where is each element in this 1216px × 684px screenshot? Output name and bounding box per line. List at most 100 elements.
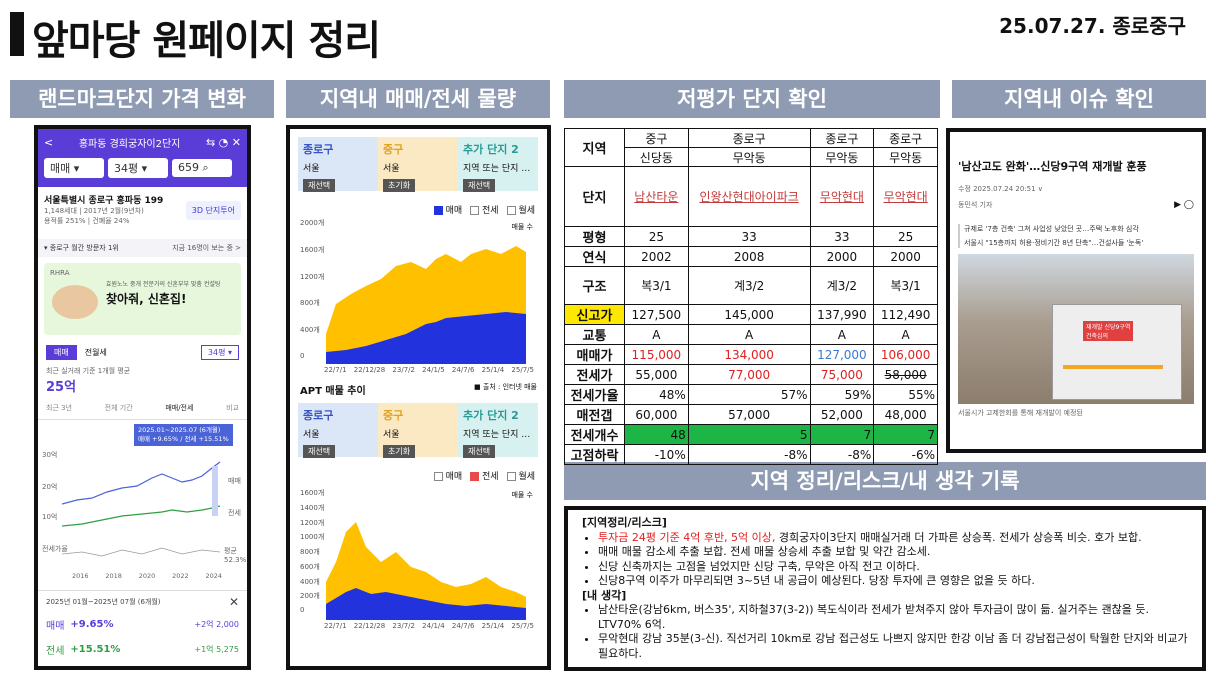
sale-2: 134,000: [687, 344, 811, 365]
danji-link-3[interactable]: 무악현대: [819, 190, 864, 204]
ratio-2: 57%: [687, 384, 811, 405]
price-chart: 2025.01~2025.07 (6개월) 매매 +9.65% / 전세 +15.…: [38, 420, 247, 590]
row-drop-label: 고점하락: [564, 444, 625, 465]
gap-4: 48,000: [873, 404, 938, 425]
cnt-4: 7: [873, 424, 938, 445]
cnt-2: 5: [687, 424, 811, 445]
news-bullet2: 서울시 "15층까지 허용·정비기간 8년 단축"…건설사들 '눈독': [964, 239, 1144, 247]
card-junggu[interactable]: 중구 서울 초기화: [378, 137, 458, 192]
area-jongno: [326, 312, 526, 364]
rent-label: 전세: [46, 646, 65, 657]
trade-filter[interactable]: 매매 ▾: [44, 158, 104, 178]
legend-ratio: 평균 52.3%: [224, 547, 247, 564]
notes-panel: [지역정리/리스크] 투자금 24평 기준 4억 후반, 5억 이상, 경희궁자…: [564, 506, 1206, 671]
report-1: 127,500: [624, 304, 689, 325]
news-headline: '남산고도 완화'…신당9구역 재개발 훈풍: [958, 160, 1147, 173]
recent-label: 최근 실거래 기준 1개월 평균: [46, 367, 131, 375]
note-muak: 무악현대 강남 35분(3-신). 직선거리 10km로 강남 접근성도 나쁘지…: [598, 632, 1188, 661]
note-namsan: 남산타운(강남6km, 버스35', 지하철37(3-2)) 복도식이라 전세가…: [598, 603, 1188, 632]
gu-3: 종로구: [809, 128, 875, 148]
complex-info: 1,148세대 | 2017년 2월(9년차): [44, 207, 144, 215]
listing-count[interactable]: 659 ⌕: [172, 159, 232, 177]
sale-label: 매매: [46, 621, 65, 632]
py-2: 33: [687, 226, 811, 247]
app-header: < 홍파동 경희궁자이2단지 ⇆ ◔ ✕ 매매 ▾ 34평 ▾ 659 ⌕: [38, 129, 247, 187]
card-extra-2[interactable]: 추가 단지 2 지역 또는 단지 … 재선택: [458, 403, 538, 458]
tab-trade[interactable]: 매매: [46, 345, 77, 360]
unit-label-bottom: 매물 수: [511, 491, 533, 499]
danji-link-2[interactable]: 인왕산현대아이파크: [699, 190, 799, 204]
type-4: 복3/1: [873, 266, 938, 305]
py-4: 25: [873, 226, 938, 247]
row-year-label: 연식: [564, 246, 625, 267]
drop-1: -10%: [624, 444, 689, 465]
close-icon[interactable]: ✕: [228, 595, 239, 609]
sale-amount: +2억 2,000: [194, 620, 239, 629]
traffic-4: A: [873, 324, 938, 345]
sale-pct: +9.65%: [70, 619, 114, 630]
share-bell-close-icons[interactable]: ⇆ ◔ ✕: [205, 136, 241, 149]
stacked-area-bottom: [326, 522, 526, 620]
section-undervalued: 저평가 단지 확인: [564, 80, 940, 118]
period-tab-all[interactable]: 전체 기간: [104, 404, 133, 412]
ad-brand: RHRA: [50, 269, 70, 277]
ad-banner[interactable]: RHRA 효원노노 중개 전문가의 신혼부부 맞춤 컨설팅 찾아줘, 신혼집!: [44, 263, 241, 335]
ad-line1: 효원노노 중개 전문가의 신혼부부 맞춤 컨설팅: [106, 281, 221, 288]
card-jongno[interactable]: 종로구 서울 재선택: [298, 137, 378, 192]
sale-3: 127,000: [809, 344, 875, 365]
news-panel: '남산고도 완화'…신당9구역 재개발 훈풍 수정 2025.07.24 20:…: [946, 128, 1206, 453]
legend-top: 매매 전세 월세: [290, 203, 535, 216]
legend-sale-checked: 매매: [433, 203, 462, 216]
traffic-3: A: [809, 324, 875, 345]
note-investment: 투자금 24평 기준 4억 후반, 5억 이상, 경희궁자이3단지 매매실거래 …: [598, 531, 1188, 546]
landmark-price-panel: < 홍파동 경희궁자이2단지 ⇆ ◔ ✕ 매매 ▾ 34평 ▾ 659 ⌕ 서울…: [34, 125, 251, 670]
period-tab-trade-rent[interactable]: 매매/전세: [165, 404, 194, 412]
danji-link-4[interactable]: 무악현대: [883, 190, 928, 204]
play-share-icons[interactable]: ▶ ◯: [1174, 200, 1194, 210]
unit-label-top: 매물 수: [511, 223, 533, 231]
rent-4: 58,000: [873, 364, 938, 385]
tab-rent[interactable]: 전월세: [84, 348, 107, 357]
title-accent-bar: [10, 12, 24, 56]
ratio-3: 59%: [809, 384, 875, 405]
period-tab-compare[interactable]: 비교: [226, 404, 239, 412]
row-sale-label: 매매가: [564, 344, 625, 365]
danji-link-1[interactable]: 남산타운: [634, 190, 679, 204]
undervalued-table: 지역 중구 종로구 종로구 종로구 신당동 무악동 무악동 무악동 단지 남산타운 인왕산현…: [564, 128, 938, 465]
year-4: 2000: [873, 246, 938, 267]
size-select[interactable]: 34평 ▾: [200, 345, 239, 360]
note-supply: 신당8구역 이주가 마무리되면 3~5년 내 공급이 예상된다. 당장 투자에 …: [598, 574, 1188, 589]
drop-3: -8%: [809, 444, 875, 465]
rent-pct: +15.51%: [70, 644, 121, 655]
card-jongno-2[interactable]: 종로구 서울 재선택: [298, 403, 378, 458]
note-listing-trend: 매매 매물 감소세 추출 보합. 전세 매물 상승세 추출 보합 및 약간 감소…: [598, 545, 1188, 560]
report-3: 137,990: [809, 304, 875, 325]
card-junggu-2[interactable]: 중구 서울 초기화: [378, 403, 458, 458]
size-filter[interactable]: 34평 ▾: [108, 158, 168, 178]
y-axis-bottom: 1600개 1400개 1200개 1000개 800개 600개 400개 200개 0: [300, 489, 325, 614]
card-extra[interactable]: 추가 단지 2 지역 또는 단지 … 재선택: [458, 137, 538, 192]
row-danji-label: 단지: [564, 166, 625, 227]
legend-bottom: 매매 전세 월세: [290, 469, 535, 482]
row-gap-label: 매전갭: [564, 404, 625, 425]
news-bullet1: 규제로 '7층 건축' 그쳐 사업성 낮았던 곳…주택 노후화 심각: [964, 225, 1139, 233]
period-tab-3y[interactable]: 최근 3년: [46, 404, 72, 412]
back-icon[interactable]: <: [44, 136, 54, 149]
rent-1: 55,000: [624, 364, 689, 385]
row-rent-label: 전세가: [564, 364, 625, 385]
legend-monthly: 월세: [506, 203, 535, 216]
legend-monthly-2: 월세: [506, 469, 535, 482]
gu-4: 종로구: [873, 128, 938, 148]
traffic-1: A: [624, 324, 689, 345]
x-axis-bottom: 22/7/1 22/12/28 23/7/2 24/1/4 24/7/6 25/1/4 25…: [324, 622, 534, 630]
row-report-label: 신고가: [564, 304, 625, 325]
rent-3: 75,000: [809, 364, 875, 385]
viewers-link[interactable]: 지금 16명이 보는 중 >: [172, 244, 241, 252]
gu-2: 종로구: [687, 128, 811, 148]
traffic-2: A: [687, 324, 811, 345]
complex-ratio: 용적률 251% | 건폐율 24%: [44, 217, 130, 225]
cnt-1: 48: [624, 424, 689, 445]
3d-tour-button[interactable]: 3D 단지투어: [185, 201, 241, 220]
year-1: 2002: [624, 246, 689, 267]
stacked-area-top: [326, 246, 526, 364]
